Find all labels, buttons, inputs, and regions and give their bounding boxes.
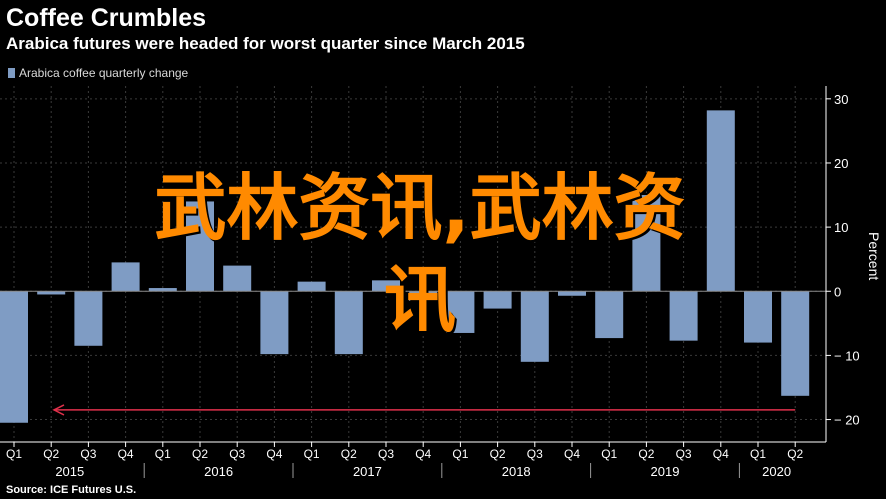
x-tick-label: Q2 (43, 447, 59, 461)
year-label: 2018 (502, 464, 531, 479)
bar (334, 291, 363, 355)
year-label: 2020 (762, 464, 791, 479)
source-note: Source: ICE Futures U.S. (6, 484, 137, 496)
y-tick-label: − 20 (834, 413, 860, 428)
bar (409, 291, 438, 301)
bar (0, 291, 28, 423)
legend-label: Arabica coffee quarterly change (19, 66, 189, 80)
y-axis-label: Percent (866, 232, 882, 280)
x-tick-label: Q3 (80, 447, 96, 461)
bar (111, 262, 140, 292)
bar (148, 288, 177, 292)
bar (632, 195, 661, 292)
x-tick-label: Q4 (118, 447, 134, 461)
year-label: 2019 (651, 464, 680, 479)
x-tick-label: Q1 (304, 447, 320, 461)
chart-subtitle: Arabica futures were headed for worst qu… (6, 34, 525, 53)
bar (669, 291, 698, 341)
y-tick-label: 30 (834, 92, 848, 107)
bar (781, 291, 810, 396)
bar (706, 110, 735, 292)
bar (372, 280, 400, 292)
x-tick-label: Q1 (6, 447, 22, 461)
x-tick-label: Q4 (415, 447, 431, 461)
x-tick-label: Q1 (601, 447, 617, 461)
bar (37, 291, 66, 295)
x-tick-label: Q2 (787, 447, 803, 461)
watermark: 武林资讯,武林资 讯 (50, 162, 790, 346)
x-tick-label: Q4 (266, 447, 282, 461)
year-label: 2016 (204, 464, 233, 479)
watermark-line-2: 讯 (383, 258, 456, 342)
bar (446, 291, 475, 333)
x-tick-label: Q1 (155, 447, 171, 461)
annotation-arrow-head (52, 404, 65, 416)
x-tick-label: Q2 (490, 447, 506, 461)
x-tick-label: Q3 (378, 447, 394, 461)
y-tick-label: 20 (834, 156, 848, 171)
bar (223, 265, 252, 292)
bar (260, 291, 289, 355)
x-tick-label: Q2 (341, 447, 357, 461)
x-tick-label: Q4 (564, 447, 580, 461)
year-label: 2017 (353, 464, 382, 479)
bar (483, 291, 512, 309)
bar (744, 291, 772, 343)
bar (297, 281, 326, 292)
chart-title: Coffee Crumbles (6, 4, 207, 32)
bar (186, 201, 214, 292)
x-tick-label: Q2 (638, 447, 654, 461)
y-tick-label: 10 (834, 220, 848, 235)
bar (595, 291, 624, 339)
x-tick-label: Q3 (676, 447, 692, 461)
x-tick-label: Q2 (192, 447, 208, 461)
x-tick-label: Q1 (750, 447, 766, 461)
legend-swatch (8, 68, 15, 78)
bar (520, 291, 549, 362)
watermark-line-1: 武林资讯,武林资 (154, 166, 686, 250)
bar (558, 291, 586, 296)
legend: Arabica coffee quarterly change (8, 66, 188, 80)
x-tick-label: Q3 (229, 447, 245, 461)
bar (74, 291, 103, 346)
y-tick-label: − 10 (834, 348, 860, 363)
x-tick-label: Q3 (527, 447, 543, 461)
x-tick-label: Q1 (452, 447, 468, 461)
x-tick-label: Q4 (713, 447, 729, 461)
y-tick-label: 0 (834, 284, 841, 299)
year-label: 2015 (55, 464, 84, 479)
